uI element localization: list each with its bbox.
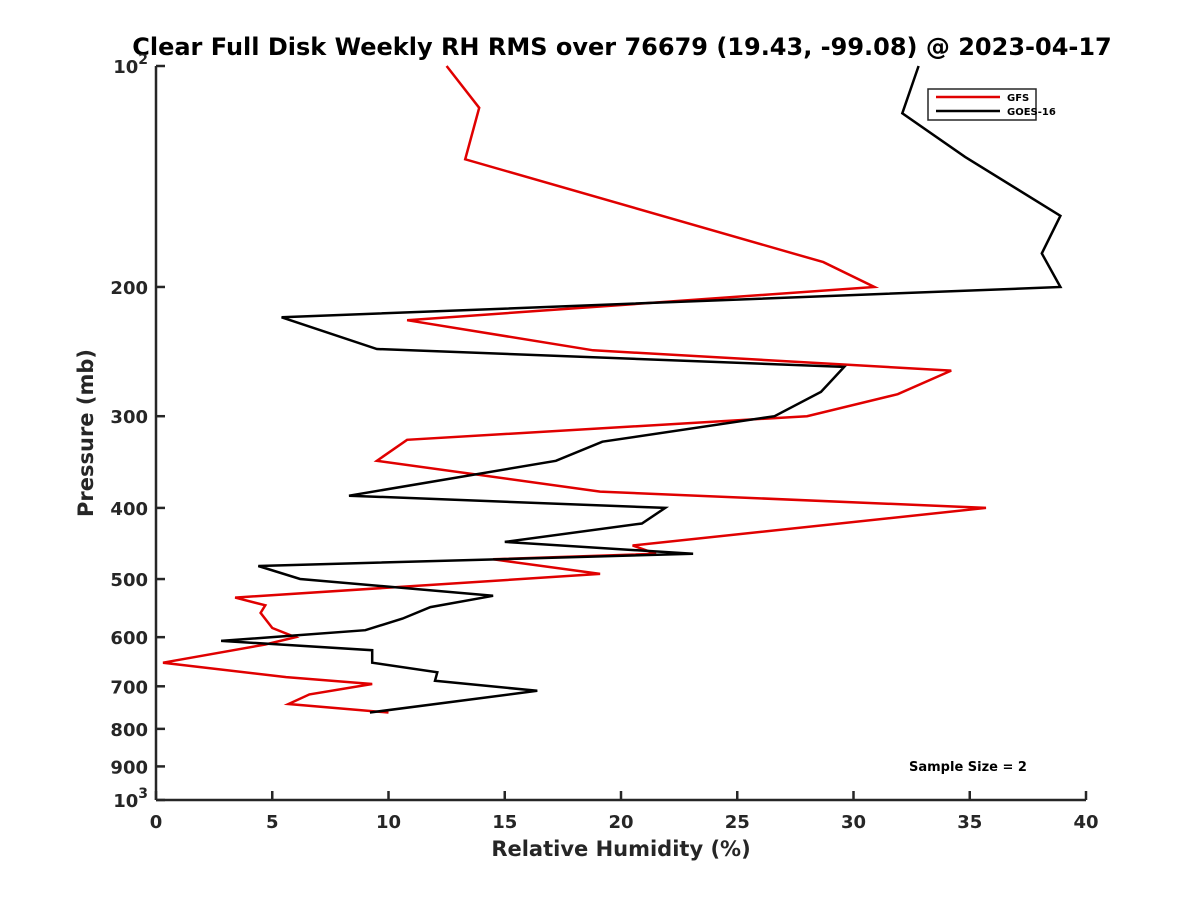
y-tick-label: 700 [110, 677, 148, 698]
y-axis-ticks: 102 200 300 400 500 600 700 800 900 103 [110, 52, 165, 812]
x-tick-label: 40 [1073, 812, 1098, 833]
chart-title: Clear Full Disk Weekly RH RMS over 76679… [132, 33, 1112, 61]
legend-label-gfs: GFS [1007, 93, 1029, 104]
sample-size-annotation: Sample Size = 2 [909, 760, 1027, 775]
x-tick-label: 5 [266, 812, 279, 833]
series-line-gfs [162, 65, 987, 714]
x-axis-ticks: 0 5 10 15 20 25 30 35 40 [150, 791, 1099, 833]
y-tick-label: 102 [113, 52, 148, 78]
x-tick-label: 20 [608, 812, 633, 833]
y-tick-label: 500 [110, 570, 148, 591]
x-tick-label: 15 [492, 812, 517, 833]
y-tick-label: 103 [113, 786, 148, 812]
x-tick-label: 10 [376, 812, 401, 833]
series-line-goes-16 [221, 65, 1063, 714]
legend-label-goes-16: GOES-16 [1007, 107, 1056, 118]
y-tick-label: 600 [110, 628, 148, 649]
series-layer [162, 65, 1063, 714]
y-tick-label: 900 [110, 757, 148, 778]
x-tick-label: 0 [150, 812, 163, 833]
y-tick-label: 800 [110, 720, 148, 741]
x-tick-label: 30 [841, 812, 866, 833]
x-tick-label: 35 [957, 812, 982, 833]
x-axis-label: Relative Humidity (%) [491, 837, 750, 861]
y-tick-label: 400 [110, 499, 148, 520]
chart-legend: GFS GOES-16 [927, 88, 1056, 121]
y-tick-label: 300 [110, 407, 148, 428]
legend-box [927, 88, 1037, 121]
plot-area [154, 65, 1086, 802]
y-tick-label: 200 [110, 278, 148, 299]
x-tick-label: 25 [725, 812, 750, 833]
y-axis-label: Pressure (mb) [74, 349, 98, 517]
